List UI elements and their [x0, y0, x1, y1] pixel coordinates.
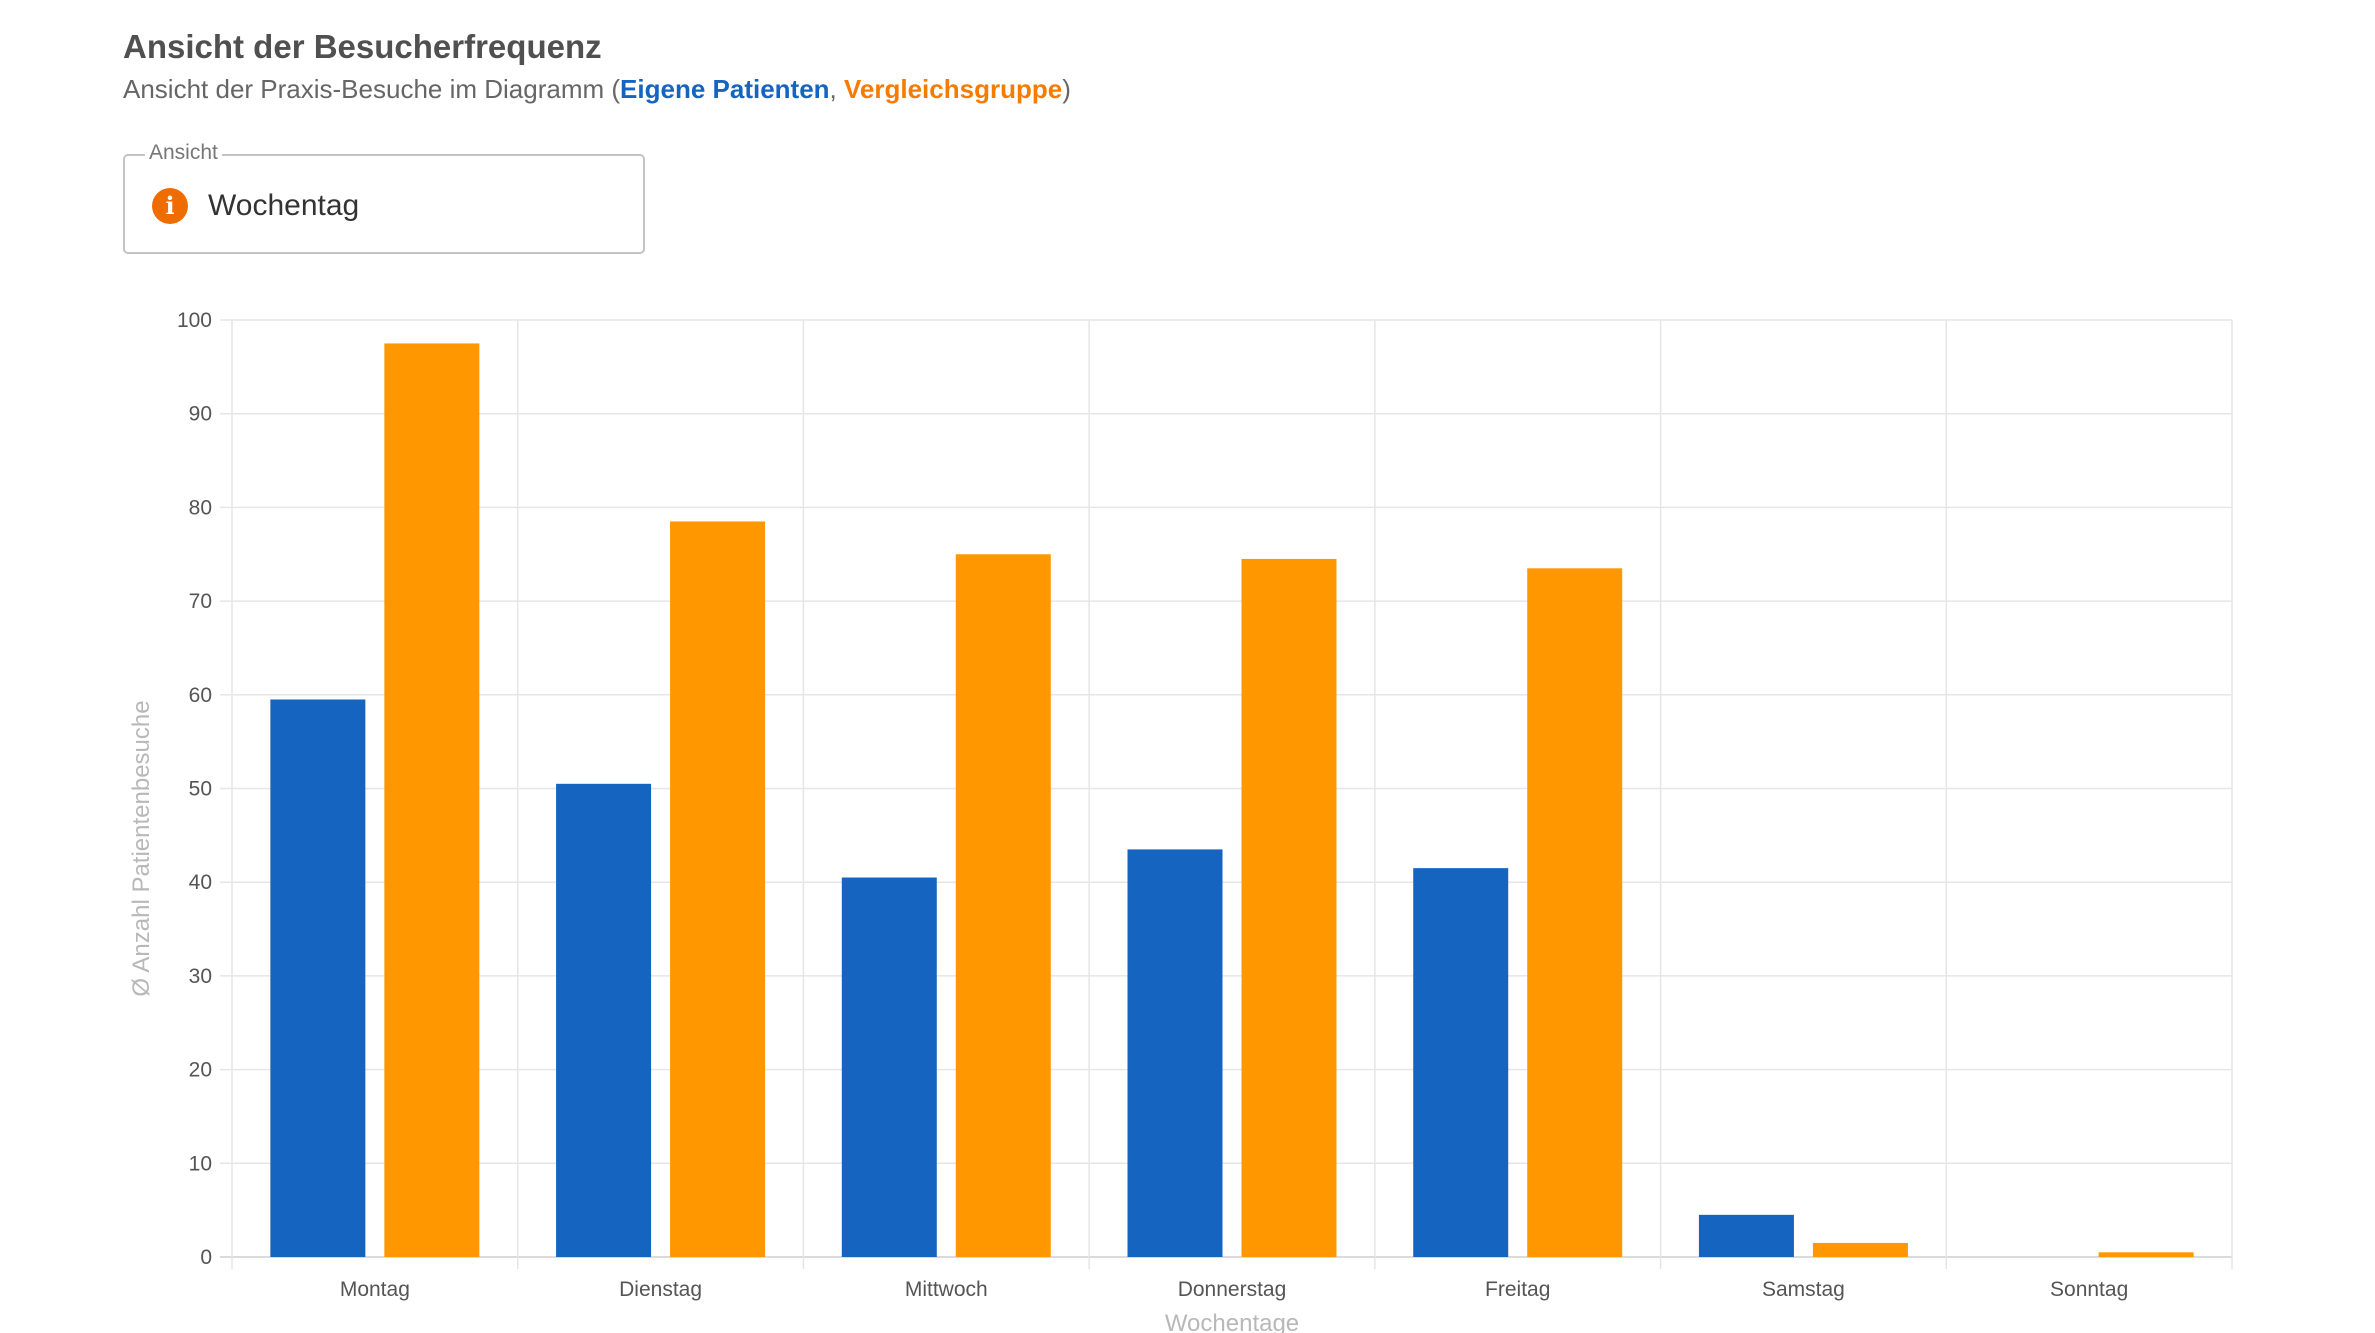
bar-own-mittwoch[interactable] [841, 877, 937, 1257]
x-axis-title: Wochentage [1165, 1310, 1299, 1333]
y-tick-label: 100 [177, 309, 212, 332]
page-title: Ansicht der Besucherfrequenz [123, 28, 602, 65]
legend-comparison-group: Vergleichsgruppe [844, 74, 1063, 104]
x-tick-label: Mittwoch [905, 1278, 988, 1301]
subtitle-separator: , [829, 74, 844, 104]
legend-own-patients: Eigene Patienten [620, 74, 830, 104]
bar-compare-montag[interactable] [384, 343, 480, 1257]
bar-compare-samstag[interactable] [1812, 1242, 1908, 1257]
grid-lines [220, 319, 2233, 1269]
view-select-label: Ansicht [145, 141, 222, 165]
y-tick-label: 70 [189, 590, 212, 613]
bar-compare-mittwoch[interactable] [955, 554, 1051, 1257]
bar-own-freitag[interactable] [1413, 868, 1509, 1257]
page-subtitle: Ansicht der Praxis-Besuche im Diagramm (… [123, 74, 1071, 105]
bar-compare-dienstag[interactable] [670, 521, 766, 1257]
x-tick-label: Samstag [1762, 1278, 1845, 1301]
y-tick-label: 60 [189, 684, 212, 707]
x-tick-label: Dienstag [619, 1278, 702, 1301]
y-tick-label: 80 [189, 496, 212, 519]
bars [270, 343, 2194, 1257]
y-tick-label: 90 [189, 403, 212, 426]
x-tick-label: Montag [340, 1278, 410, 1301]
y-tick-label: 20 [189, 1059, 212, 1082]
y-tick-label: 0 [200, 1246, 212, 1269]
x-tick-label: Sonntag [2050, 1278, 2128, 1301]
view-select-value: Wochentag [208, 189, 360, 222]
bar-own-samstag[interactable] [1698, 1214, 1794, 1257]
y-tick-label: 10 [189, 1152, 212, 1175]
bar-own-dienstag[interactable] [556, 783, 652, 1257]
bar-compare-donnerstag[interactable] [1241, 558, 1337, 1257]
view-select[interactable]: Ansicht i Wochentag [123, 141, 645, 254]
axes: 0 10 20 30 40 50 60 70 80 90 100 Montag Dienstag Mitt… [177, 309, 2128, 1301]
bar-compare-freitag[interactable] [1527, 568, 1623, 1257]
info-icon[interactable]: i [152, 188, 188, 224]
bar-own-donnerstag[interactable] [1127, 849, 1223, 1257]
y-tick-label: 40 [189, 871, 212, 894]
bar-own-montag[interactable] [270, 699, 366, 1257]
bar-compare-sonntag[interactable] [2098, 1252, 2194, 1257]
subtitle-prefix: Ansicht der Praxis-Besuche im Diagramm ( [123, 74, 621, 104]
y-tick-label: 30 [189, 965, 212, 988]
y-tick-label: 50 [189, 778, 212, 801]
x-tick-label: Donnerstag [1178, 1278, 1287, 1301]
y-axis-title: Ø Anzahl Patientenbesuche [128, 700, 155, 996]
subtitle-suffix: ) [1062, 74, 1071, 104]
x-tick-label: Freitag [1485, 1278, 1550, 1301]
